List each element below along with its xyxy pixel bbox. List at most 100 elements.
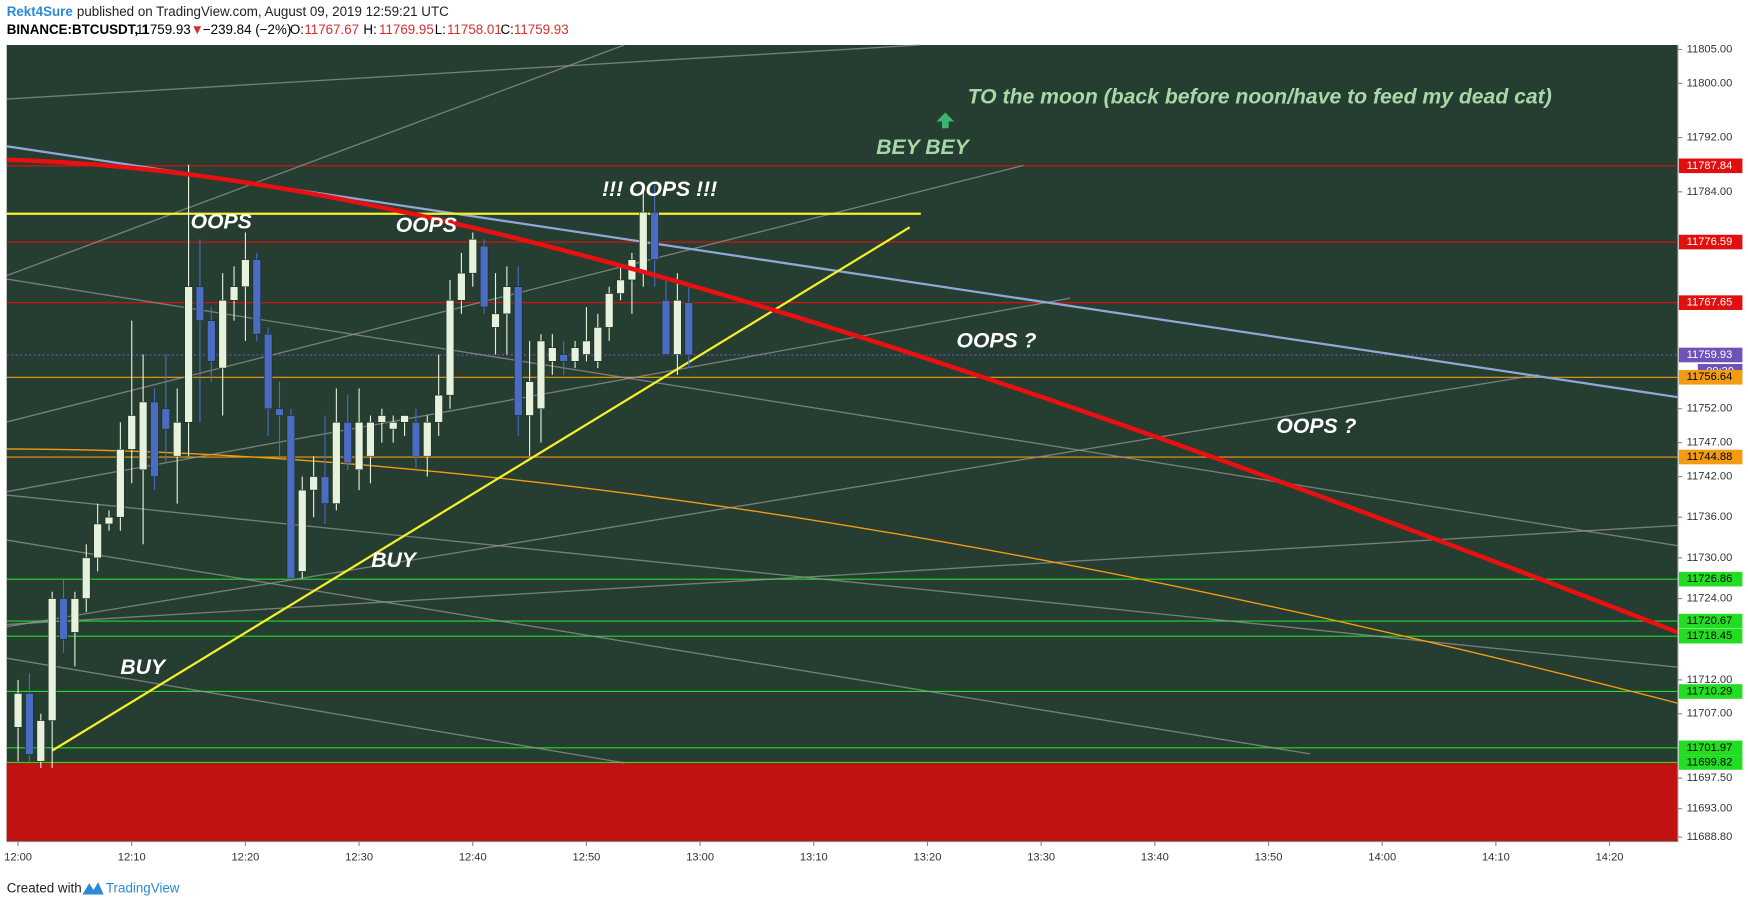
level-label: 11726.86 — [1687, 573, 1733, 585]
candle-body — [332, 422, 341, 504]
annotation: !!! OOPS !!! — [602, 177, 717, 201]
candle-body — [104, 516, 114, 525]
x-tick-label: 13:10 — [800, 851, 828, 863]
annotation: BUY — [120, 655, 166, 679]
l-label: L: — [435, 22, 446, 37]
candle-body — [479, 245, 489, 308]
candle-body — [502, 286, 512, 315]
candle-body — [218, 300, 227, 369]
y-tick-label: 11784.00 — [1687, 186, 1733, 198]
level-label-box — [1678, 571, 1743, 587]
published: published on TradingView.com, August 09,… — [77, 4, 449, 19]
candle-body — [389, 422, 398, 430]
level-label-box — [1678, 369, 1743, 385]
o-label: O: — [290, 22, 304, 37]
y-tick-label: 11693.00 — [1687, 803, 1733, 815]
candle-body — [559, 354, 568, 362]
candle-body — [434, 394, 443, 423]
annotation: TO the moon (back before noon/have to fe… — [968, 84, 1552, 108]
candle-body — [320, 476, 330, 504]
candle-body — [252, 259, 261, 335]
candle-body — [536, 340, 546, 410]
level-label: 11710.29 — [1687, 685, 1733, 697]
candle-body — [298, 489, 307, 572]
y-tick-label: 11800.00 — [1687, 77, 1733, 89]
candle-body — [673, 300, 682, 355]
candle-body — [423, 422, 432, 457]
candle-body — [411, 422, 421, 457]
trend-line — [6, 374, 1539, 628]
candle-body — [275, 408, 284, 416]
candle-body — [377, 415, 387, 423]
y-tick-label: 11724.00 — [1687, 592, 1733, 604]
candle-body — [138, 401, 148, 471]
y-tick-label: 11736.00 — [1687, 511, 1733, 523]
level-label-box — [1678, 295, 1743, 310]
h-value: 11769.95 — [379, 22, 434, 37]
level-label-box — [1678, 740, 1743, 756]
candle-body — [150, 401, 159, 477]
x-tick-label: 12:20 — [231, 851, 259, 863]
candle-body — [207, 320, 216, 362]
candle-body — [457, 272, 466, 301]
candle-body — [93, 523, 102, 559]
candle-body — [184, 286, 193, 423]
level-label: 11744.88 — [1687, 451, 1733, 463]
x-tick-label: 13:40 — [1141, 851, 1169, 863]
candle-body — [639, 211, 648, 274]
footer-created: Created with — [7, 880, 82, 895]
candle-body — [241, 259, 250, 288]
footer-brand[interactable]: TradingView — [106, 880, 180, 895]
candle-body — [286, 415, 296, 579]
level-label: 11718.45 — [1687, 630, 1733, 642]
candle-body — [13, 693, 23, 728]
candle-body — [127, 415, 136, 450]
x-tick-label: 13:30 — [1027, 851, 1055, 863]
candle-body — [582, 340, 591, 355]
candle-body — [161, 408, 171, 430]
y-tick-label: 11707.00 — [1687, 708, 1733, 720]
trend-line — [6, 44, 625, 277]
candle-body — [343, 422, 352, 464]
up-arrow — [936, 112, 955, 129]
red-curve — [6, 157, 1679, 635]
candle-body — [173, 422, 182, 457]
y-tick-label: 11752.00 — [1687, 403, 1733, 415]
candle-body — [59, 598, 68, 640]
plot-area — [6, 45, 1678, 842]
level-label: 11701.97 — [1687, 742, 1733, 754]
level-label-box — [1678, 613, 1743, 629]
annotation: OOPS ? — [956, 329, 1036, 353]
level-label: 11776.59 — [1687, 236, 1733, 248]
yellow-support — [51, 226, 911, 752]
level-label: 11756.64 — [1687, 371, 1733, 383]
annotation: BEY BEY — [876, 135, 970, 159]
x-tick-label: 12:00 — [4, 851, 32, 863]
level-label-box — [1678, 684, 1743, 699]
candle-body — [491, 313, 500, 328]
c-label: C: — [501, 22, 514, 37]
level-label: 11720.67 — [1687, 615, 1733, 627]
o-value: 11767.67 — [304, 22, 359, 37]
levels-layer — [6, 165, 1678, 842]
annotation: BUY — [371, 548, 417, 572]
author[interactable]: Rekt4Sure — [7, 4, 73, 19]
candle-body — [514, 286, 523, 416]
price: 11759.93 — [136, 22, 191, 37]
candle-body — [36, 720, 45, 762]
y-tick-label: 11688.80 — [1687, 831, 1733, 843]
trend-line — [6, 657, 625, 764]
annotation: OOPS — [396, 213, 457, 237]
x-tick-label: 12:50 — [573, 851, 601, 863]
level-label-box — [1678, 347, 1743, 363]
x-tick-label: 13:20 — [914, 851, 942, 863]
candle-body — [263, 333, 273, 410]
candle-body — [661, 300, 671, 355]
x-tick-label: 14:20 — [1596, 851, 1624, 863]
annotation: OOPS ? — [1276, 414, 1356, 438]
annotation: OOPS — [191, 209, 252, 233]
x-tick-label: 14:10 — [1482, 851, 1510, 863]
level-label: 11787.84 — [1687, 160, 1733, 172]
level-label: 11759.93 — [1687, 349, 1733, 361]
